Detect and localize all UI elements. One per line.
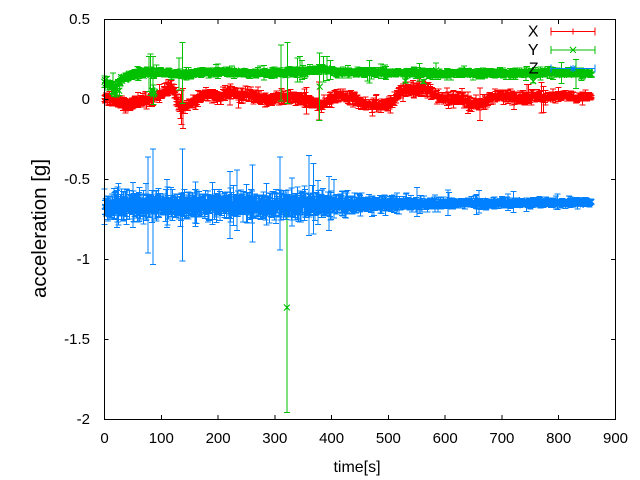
svg-text:200: 200 (206, 430, 231, 447)
svg-text:acceleration [g]: acceleration [g] (28, 159, 51, 298)
svg-text:700: 700 (489, 430, 514, 447)
svg-text:0: 0 (82, 91, 90, 108)
svg-text:-0.5: -0.5 (64, 171, 90, 188)
svg-text:-1.5: -1.5 (64, 331, 90, 348)
svg-text:Y: Y (528, 42, 539, 59)
svg-text:0: 0 (100, 430, 108, 447)
svg-text:300: 300 (262, 430, 287, 447)
svg-text:800: 800 (546, 430, 571, 447)
svg-text:time[s]: time[s] (333, 459, 380, 476)
svg-text:100: 100 (149, 430, 174, 447)
svg-text:500: 500 (376, 430, 401, 447)
svg-text:600: 600 (433, 430, 458, 447)
svg-text:400: 400 (319, 430, 344, 447)
svg-text:900: 900 (603, 430, 628, 447)
svg-text:Z: Z (529, 61, 539, 78)
svg-text:-2: -2 (77, 411, 90, 428)
svg-text:-1: -1 (77, 251, 90, 268)
svg-text:X: X (528, 24, 539, 41)
svg-text:0.5: 0.5 (69, 11, 90, 28)
